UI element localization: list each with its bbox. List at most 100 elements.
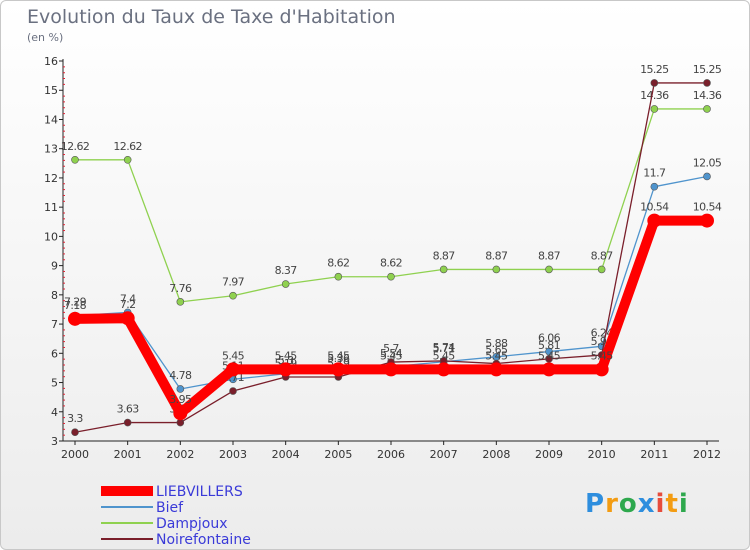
data-label-liebvillers: 7.18: [64, 299, 87, 312]
data-label-bief: 7.29: [64, 296, 87, 309]
legend-item-bief: Bief: [101, 500, 321, 517]
legend-swatch-dampjoux: [101, 522, 153, 524]
data-label-liebvillers: 5.45: [591, 349, 614, 362]
data-label-liebvillers: 5.45: [538, 349, 561, 362]
logo-letter: i: [655, 489, 666, 519]
data-label-liebvillers: 10.54: [640, 201, 669, 214]
x-tick-label: 2004: [272, 448, 300, 461]
legend-label-liebvillers: LIEBVILLERS: [156, 484, 243, 500]
data-label-dampjoux: 8.87: [538, 249, 561, 262]
logo-letter: t: [665, 489, 679, 519]
data-label-dampjoux: 8.87: [485, 249, 508, 262]
logo-letter: r: [605, 489, 619, 519]
logo-letter: x: [637, 489, 656, 519]
data-point-noirefontaine: [71, 428, 79, 437]
legend-item-dampjoux: Dampjoux: [101, 516, 321, 533]
legend-label-noirefontaine: Noirefontaine: [156, 532, 251, 548]
data-label-liebvillers: 7.2: [120, 298, 136, 311]
data-point-noirefontaine: [545, 355, 553, 363]
data-point-liebvillers: [68, 311, 82, 326]
data-label-bief: 5.88: [485, 337, 508, 350]
data-point-liebvillers: [173, 406, 188, 421]
data-label-dampjoux: 7.76: [169, 282, 192, 295]
data-label-bief: 5.36: [327, 352, 350, 365]
data-label-bief: 12.05: [693, 156, 722, 169]
data-point-liebvillers: [436, 362, 451, 377]
data-point-dampjoux: [281, 280, 290, 288]
data-point-dampjoux: [650, 105, 659, 113]
data-label-liebvillers: 10.54: [693, 201, 722, 214]
data-label-noirefontaine: 5.7: [383, 342, 399, 355]
data-point-bief: [545, 347, 553, 356]
y-tick-label: 14: [44, 113, 58, 126]
data-point-dampjoux: [71, 156, 79, 164]
data-point-noirefontaine: [650, 79, 659, 87]
data-point-liebvillers: [384, 362, 398, 377]
data-label-noirefontaine: 15.25: [693, 63, 722, 76]
data-point-dampjoux: [545, 265, 553, 274]
data-point-dampjoux: [334, 272, 343, 281]
data-label-dampjoux: 8.87: [591, 249, 614, 262]
data-label-liebvillers: 3.95: [169, 393, 192, 406]
data-point-bief: [650, 182, 659, 191]
x-tick-label: 2007: [430, 448, 458, 461]
y-tick-label: 8: [51, 289, 58, 302]
data-label-dampjoux: 8.87: [433, 249, 456, 262]
data-point-liebvillers: [594, 362, 609, 377]
y-tick-label: 6: [51, 347, 58, 360]
x-tick-label: 2012: [693, 448, 721, 461]
data-label-dampjoux: 8.37: [275, 264, 298, 277]
x-tick-label: 2001: [114, 448, 142, 461]
legend-item-liebvillers: LIEBVILLERS: [101, 484, 321, 501]
data-point-liebvillers: [120, 311, 135, 326]
legend: LIEBVILLERS Bief Dampjoux Noirefontaine: [101, 484, 321, 549]
data-point-liebvillers: [700, 213, 714, 228]
data-label-noirefontaine: 5.65: [485, 344, 508, 357]
y-tick-label: 7: [51, 318, 58, 331]
data-label-liebvillers: 5.45: [275, 349, 298, 362]
data-label-dampjoux: 7.97: [222, 276, 245, 289]
y-tick-label: 10: [44, 230, 58, 243]
data-label-bief: 11.7: [643, 167, 666, 180]
x-tick-label: 2011: [640, 448, 668, 461]
data-label-dampjoux: 12.62: [61, 140, 90, 153]
data-point-noirefontaine: [703, 79, 711, 87]
data-point-bief: [703, 172, 711, 181]
data-point-liebvillers: [647, 213, 662, 228]
data-label-bief: 6.24: [591, 326, 614, 339]
data-label-noirefontaine: 5.74: [433, 341, 456, 354]
data-label-noirefontaine: 5.81: [538, 339, 560, 352]
data-point-liebvillers: [331, 362, 346, 377]
x-tick-label: 2003: [219, 448, 247, 461]
legend-swatch-liebvillers: [101, 486, 153, 496]
data-point-dampjoux: [176, 298, 185, 306]
data-label-dampjoux: 14.36: [640, 89, 669, 102]
data-point-dampjoux: [439, 265, 448, 274]
data-label-bief: 5.54: [380, 347, 403, 360]
data-label-dampjoux: 12.62: [113, 140, 142, 153]
y-tick-label: 16: [44, 55, 58, 68]
y-tick-label: 9: [51, 260, 58, 273]
logo-letter: P: [585, 489, 606, 519]
proxiti-logo: Proxiti: [585, 489, 689, 519]
y-tick-label: 3: [51, 435, 58, 448]
data-label-liebvillers: 5.45: [222, 349, 245, 362]
y-tick-label: 5: [51, 377, 58, 390]
x-tick-label: 2000: [61, 448, 89, 461]
data-label-dampjoux: 8.62: [327, 257, 349, 270]
data-label-noirefontaine: 3.3: [67, 412, 83, 425]
data-label-bief: 7.4: [120, 292, 136, 305]
x-tick-label: 2002: [166, 448, 194, 461]
data-label-noirefontaine: 15.25: [640, 63, 669, 76]
data-point-liebvillers: [226, 362, 240, 377]
legend-label-bief: Bief: [156, 500, 184, 516]
x-tick-label: 2008: [482, 448, 510, 461]
data-label-noirefontaine: 3.63: [117, 403, 140, 416]
y-tick-label: 12: [44, 172, 58, 185]
x-tick-label: 2010: [588, 448, 616, 461]
series-line-dampjoux: [75, 108, 707, 303]
legend-label-dampjoux: Dampjoux: [156, 516, 228, 532]
data-label-liebvillers: 5.45: [485, 349, 508, 362]
logo-letter: o: [618, 489, 638, 519]
